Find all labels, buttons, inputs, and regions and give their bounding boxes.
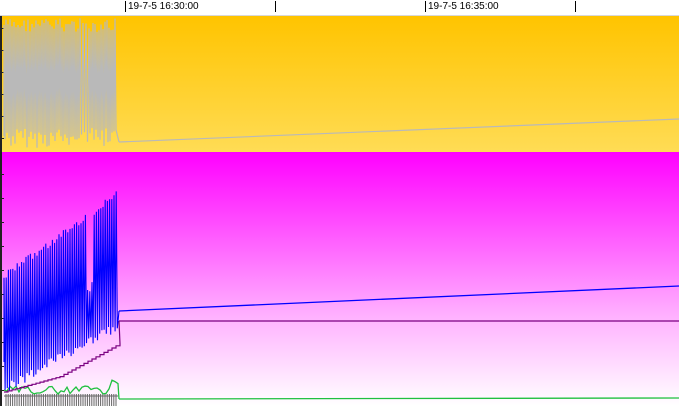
bottom-axis-tick xyxy=(0,318,4,319)
top-y-axis xyxy=(0,16,2,152)
blue-series-trend xyxy=(118,285,679,312)
blue-series-line xyxy=(3,191,120,391)
gray-series-trend xyxy=(118,118,679,143)
top-axis-tick xyxy=(0,28,4,29)
bottom-axis-tick xyxy=(0,174,4,175)
time-ruler: 19-7-5 16:30:00 19-7-5 16:35:00 xyxy=(0,0,679,16)
major-tick-1 xyxy=(125,1,126,12)
bottom-series-plot xyxy=(3,191,679,406)
top-axis-tick xyxy=(0,72,4,73)
bottom-axis-tick xyxy=(0,222,4,223)
top-series-plot xyxy=(3,18,679,148)
bottom-y-axis xyxy=(0,152,2,406)
bottom-axis-tick xyxy=(0,198,4,199)
top-axis-tick xyxy=(0,94,4,95)
bottom-axis-tick xyxy=(0,366,4,367)
bottom-axis-tick xyxy=(0,342,4,343)
bottom-axis-tick xyxy=(0,270,4,271)
bottom-axis-tick xyxy=(0,390,4,391)
top-axis-tick xyxy=(0,50,4,51)
bottom-axis-tick xyxy=(0,294,4,295)
gray-series-line xyxy=(3,18,120,148)
top-axis-tick xyxy=(0,138,4,139)
bottom-chart-pane[interactable] xyxy=(0,152,679,406)
top-chart-pane[interactable] xyxy=(0,16,679,152)
time-label-2: 19-7-5 16:35:00 xyxy=(428,1,499,12)
minor-tick-2 xyxy=(575,1,576,12)
time-label-1: 19-7-5 16:30:00 xyxy=(128,1,199,12)
bottom-axis-tick xyxy=(0,246,4,247)
purple-series-line xyxy=(4,320,121,393)
minor-tick-1 xyxy=(275,1,276,12)
green-series-flat xyxy=(118,397,679,400)
top-axis-tick xyxy=(0,116,4,117)
darkgray-series-line xyxy=(4,394,118,406)
major-tick-2 xyxy=(425,1,426,12)
